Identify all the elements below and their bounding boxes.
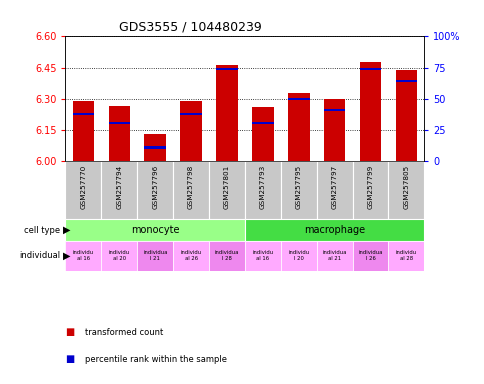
Bar bbox=[388, 161, 424, 219]
Text: individu
al 28: individu al 28 bbox=[395, 250, 416, 261]
Text: transformed count: transformed count bbox=[85, 328, 163, 337]
Text: macrophage: macrophage bbox=[303, 225, 364, 235]
Bar bbox=[144, 134, 166, 161]
Bar bbox=[244, 219, 424, 241]
Bar bbox=[352, 241, 388, 271]
Text: individua
l 26: individua l 26 bbox=[358, 250, 382, 261]
Text: ■: ■ bbox=[65, 327, 75, 337]
Bar bbox=[252, 107, 273, 161]
Bar bbox=[359, 68, 380, 70]
Bar bbox=[108, 106, 130, 161]
Text: ■: ■ bbox=[65, 354, 75, 364]
Text: GSM257770: GSM257770 bbox=[80, 165, 86, 209]
Bar bbox=[209, 241, 244, 271]
Text: GSM257801: GSM257801 bbox=[224, 165, 229, 209]
Text: individu
al 16: individu al 16 bbox=[73, 250, 94, 261]
Bar bbox=[323, 99, 345, 161]
Text: monocyte: monocyte bbox=[131, 225, 179, 235]
Text: individu
al 26: individu al 26 bbox=[180, 250, 201, 261]
Bar bbox=[101, 241, 137, 271]
Bar bbox=[216, 65, 237, 161]
Text: GSM257794: GSM257794 bbox=[116, 165, 122, 209]
Text: individu
al 16: individu al 16 bbox=[252, 250, 273, 261]
Bar bbox=[173, 161, 209, 219]
Text: individua
al 21: individua al 21 bbox=[322, 250, 346, 261]
Bar bbox=[388, 241, 424, 271]
Text: GSM257793: GSM257793 bbox=[259, 165, 265, 209]
Text: GDS3555 / 104480239: GDS3555 / 104480239 bbox=[119, 21, 261, 34]
Bar bbox=[252, 121, 273, 124]
Bar bbox=[101, 161, 137, 219]
Bar bbox=[108, 121, 130, 124]
Bar bbox=[144, 146, 166, 149]
Bar bbox=[395, 70, 416, 161]
Bar bbox=[137, 161, 173, 219]
Bar bbox=[287, 98, 309, 100]
Bar bbox=[316, 241, 352, 271]
Bar bbox=[280, 241, 316, 271]
Bar bbox=[209, 161, 244, 219]
Text: GSM257798: GSM257798 bbox=[188, 165, 194, 209]
Text: GSM257797: GSM257797 bbox=[331, 165, 337, 209]
Text: individual: individual bbox=[19, 251, 60, 260]
Text: percentile rank within the sample: percentile rank within the sample bbox=[85, 354, 227, 364]
Bar bbox=[395, 80, 416, 82]
Bar bbox=[73, 113, 94, 116]
Bar bbox=[180, 113, 201, 116]
Bar bbox=[216, 68, 237, 70]
Bar bbox=[173, 241, 209, 271]
Text: GSM257799: GSM257799 bbox=[367, 165, 373, 209]
Text: individua
l 21: individua l 21 bbox=[143, 250, 167, 261]
Bar bbox=[65, 241, 101, 271]
Text: GSM257805: GSM257805 bbox=[403, 165, 408, 209]
Text: ▶: ▶ bbox=[63, 225, 70, 235]
Bar bbox=[352, 161, 388, 219]
Bar bbox=[65, 161, 101, 219]
Bar bbox=[244, 241, 280, 271]
Text: individua
l 28: individua l 28 bbox=[214, 250, 239, 261]
Bar bbox=[180, 101, 201, 161]
Bar bbox=[359, 63, 380, 161]
Text: ▶: ▶ bbox=[63, 251, 70, 261]
Text: individu
l 20: individu l 20 bbox=[287, 250, 309, 261]
Bar bbox=[287, 93, 309, 161]
Bar bbox=[65, 219, 244, 241]
Text: GSM257795: GSM257795 bbox=[295, 165, 301, 209]
Text: individu
al 20: individu al 20 bbox=[108, 250, 130, 261]
Bar bbox=[137, 241, 173, 271]
Bar bbox=[323, 109, 345, 111]
Bar bbox=[316, 161, 352, 219]
Bar bbox=[280, 161, 316, 219]
Text: GSM257796: GSM257796 bbox=[152, 165, 158, 209]
Bar bbox=[244, 161, 280, 219]
Bar bbox=[73, 101, 94, 161]
Text: cell type: cell type bbox=[25, 225, 60, 235]
